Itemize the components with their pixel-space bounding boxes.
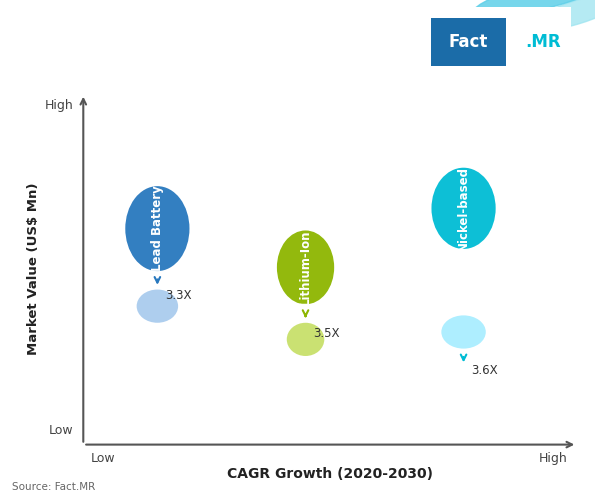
Ellipse shape (441, 315, 486, 349)
Text: High: High (45, 99, 73, 113)
Text: High: High (538, 452, 567, 465)
Text: Lead Battery: Lead Battery (151, 186, 164, 272)
Ellipse shape (431, 167, 496, 249)
Text: Fact: Fact (449, 33, 488, 51)
Text: Low: Low (49, 424, 73, 437)
Text: CAGR Growth (2020-2030): CAGR Growth (2020-2030) (227, 467, 433, 481)
Text: Low: Low (91, 452, 115, 465)
Ellipse shape (277, 231, 334, 304)
Ellipse shape (473, 0, 595, 17)
Bar (431, 18, 506, 66)
Text: .MR: .MR (525, 33, 560, 51)
Ellipse shape (532, 0, 595, 30)
Text: Source: Fact.MR: Source: Fact.MR (12, 482, 95, 492)
Ellipse shape (126, 186, 189, 271)
Ellipse shape (287, 323, 324, 356)
Text: Opportunity Analysis By Battery: Opportunity Analysis By Battery (12, 47, 247, 62)
Text: Market Value (US$ Mn): Market Value (US$ Mn) (27, 183, 40, 356)
Text: Lithium-Ion: Lithium-Ion (299, 230, 312, 305)
Text: 3.5X: 3.5X (313, 328, 339, 340)
Text: 3.6X: 3.6X (471, 364, 497, 377)
Ellipse shape (137, 289, 178, 323)
Text: 3.3X: 3.3X (165, 288, 191, 301)
Text: Global Automated Guided Vehicle Market:: Global Automated Guided Vehicle Market: (12, 12, 423, 30)
Text: Nickel-based: Nickel-based (457, 166, 470, 251)
